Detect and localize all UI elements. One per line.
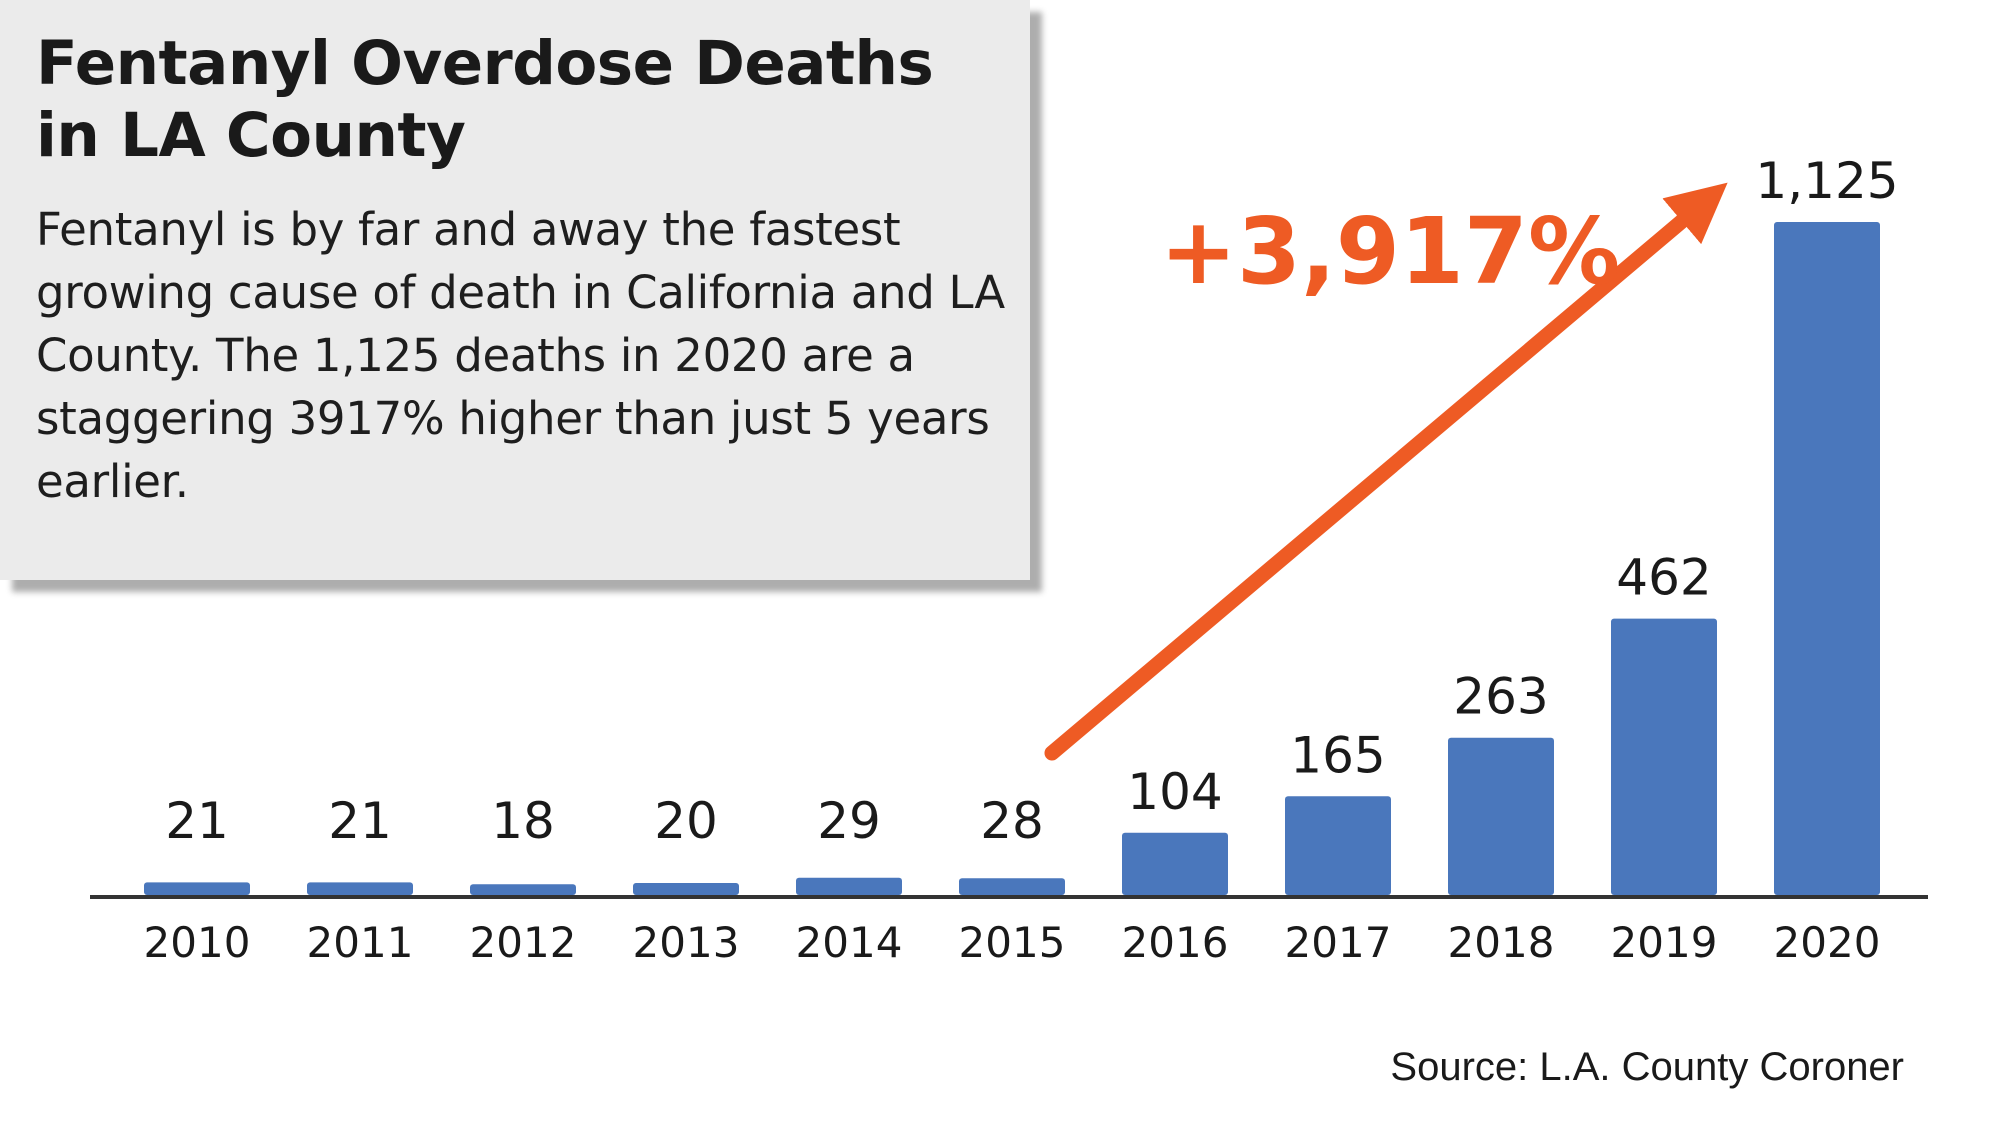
x-tick-label-2013: 2013 xyxy=(633,918,740,967)
source-note: Source: L.A. County Coroner xyxy=(1390,1045,1904,1089)
bar-2011 xyxy=(307,882,413,895)
x-tick-label-2010: 2010 xyxy=(144,918,251,967)
data-label-2010: 21 xyxy=(165,792,229,850)
bar-2013 xyxy=(633,883,739,895)
x-tick-label-2014: 2014 xyxy=(796,918,903,967)
data-label-2012: 18 xyxy=(491,792,555,850)
x-tick-label-2012: 2012 xyxy=(470,918,577,967)
growth-percent-label: +3,917% xyxy=(1160,198,1620,305)
data-label-2016: 104 xyxy=(1127,763,1222,821)
info-box: Fentanyl Overdose Deaths in LA County Fe… xyxy=(0,0,1030,580)
bar-2010 xyxy=(144,882,250,895)
data-label-2014: 29 xyxy=(817,792,881,850)
x-tick-label-2015: 2015 xyxy=(959,918,1066,967)
data-label-2019: 462 xyxy=(1616,549,1711,607)
bar-2018 xyxy=(1448,737,1554,895)
x-tick-label-2018: 2018 xyxy=(1448,918,1555,967)
chart-title: Fentanyl Overdose Deaths in LA County xyxy=(36,28,934,171)
bar-2015 xyxy=(959,878,1065,895)
x-tick-labels-layer: 2010 2011 2012 2013 2014 2015 2016 2017 2018 2019… xyxy=(144,918,1881,967)
data-label-2015: 28 xyxy=(980,792,1044,850)
data-label-2011: 21 xyxy=(328,792,392,850)
bar-2020 xyxy=(1774,222,1880,895)
x-tick-label-2020: 2020 xyxy=(1774,918,1881,967)
bars-layer xyxy=(144,222,1880,895)
bar-2012 xyxy=(470,884,576,895)
bar-2014 xyxy=(796,877,902,895)
data-label-2017: 165 xyxy=(1290,726,1385,784)
data-label-2020: 1,125 xyxy=(1755,152,1898,210)
info-description: Fentanyl is by far and away the fastest … xyxy=(36,203,1005,508)
bar-2016 xyxy=(1122,832,1228,895)
x-tick-label-2016: 2016 xyxy=(1122,918,1229,967)
x-tick-label-2017: 2017 xyxy=(1285,918,1392,967)
growth-arrow xyxy=(1044,182,1728,761)
data-label-2013: 20 xyxy=(654,792,718,850)
growth-annotation: +3,917% xyxy=(1044,182,1728,761)
bar-2017 xyxy=(1285,796,1391,895)
bar-2019 xyxy=(1611,618,1717,895)
x-tick-label-2019: 2019 xyxy=(1611,918,1718,967)
data-label-2018: 263 xyxy=(1453,668,1548,726)
x-tick-label-2011: 2011 xyxy=(307,918,414,967)
data-labels-layer: 21 21 18 20 29 28 104 165 263 462 1,125 xyxy=(165,152,1898,850)
